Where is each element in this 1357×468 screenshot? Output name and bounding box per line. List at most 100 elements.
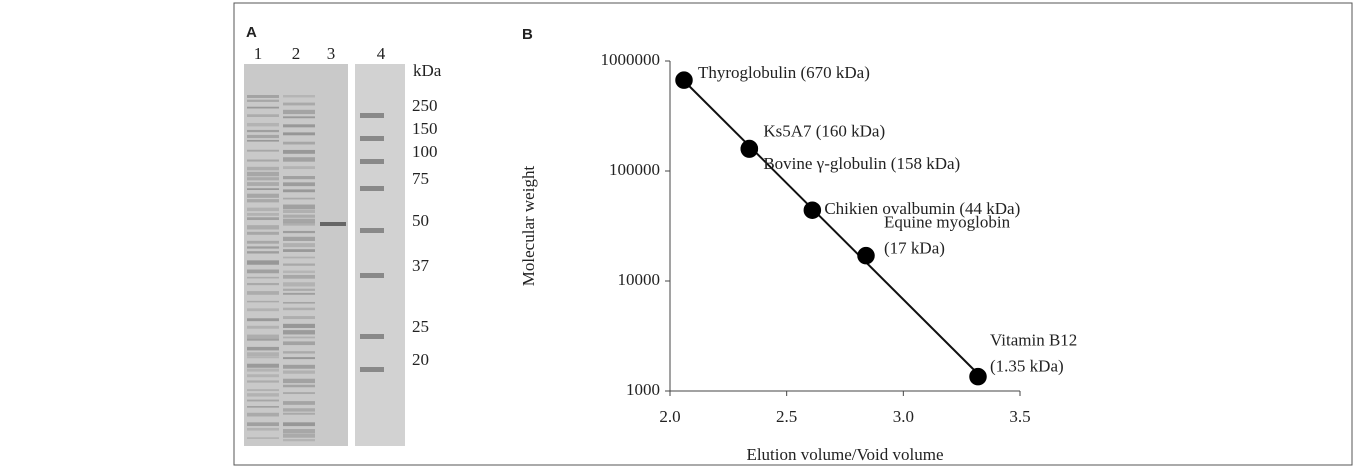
gel-band xyxy=(247,251,279,254)
gel-band xyxy=(247,177,279,181)
marker-band xyxy=(360,159,384,164)
gel-band xyxy=(247,207,279,212)
data-point xyxy=(857,246,875,265)
gel-band xyxy=(283,166,315,170)
gel-band xyxy=(283,243,315,248)
gel-band xyxy=(247,308,279,312)
gel-band xyxy=(247,318,279,322)
marker-band xyxy=(360,273,384,278)
gel-band xyxy=(247,346,279,351)
gel-band xyxy=(247,114,279,118)
gel-band xyxy=(283,230,315,234)
gel-band xyxy=(247,427,279,431)
gel-band xyxy=(247,363,279,368)
gel-band xyxy=(247,260,279,265)
marker-band xyxy=(360,367,384,372)
gel-band xyxy=(283,282,315,287)
gel-band xyxy=(283,270,315,274)
gel-band xyxy=(320,222,346,226)
gel-marker-lane xyxy=(355,64,405,446)
gel-band xyxy=(247,231,279,235)
gel-band xyxy=(283,323,315,328)
gel-band xyxy=(283,392,315,395)
y-axis-label: Molecular weight xyxy=(519,166,538,287)
y-tick-label: 1000000 xyxy=(601,50,661,69)
gel-band xyxy=(247,393,279,397)
gel-band xyxy=(283,124,315,128)
gel-band xyxy=(283,263,315,266)
gel-band xyxy=(247,422,279,427)
gel-band xyxy=(247,399,279,402)
gel-band xyxy=(247,276,279,279)
marker-label: 100 xyxy=(412,142,438,161)
y-tick-label: 1000 xyxy=(626,380,660,399)
marker-label: 20 xyxy=(412,350,429,369)
point-label: Chikien ovalbumin (44 kDa) xyxy=(824,199,1020,218)
gel-band xyxy=(283,132,315,136)
y-tick-label: 10000 xyxy=(618,270,661,289)
marker-band xyxy=(360,136,384,141)
gel-band xyxy=(247,412,279,417)
gel-band xyxy=(247,437,279,440)
gel-band xyxy=(283,336,315,339)
point-label: (17 kDa) xyxy=(884,239,945,258)
marker-label: 37 xyxy=(412,256,430,275)
gel-band xyxy=(283,292,315,295)
gel-band xyxy=(247,334,279,339)
gel-band xyxy=(247,134,279,139)
marker-band xyxy=(360,334,384,339)
gel-band xyxy=(247,380,279,383)
gel-band xyxy=(283,364,315,369)
gel-band xyxy=(283,422,315,427)
gel-band xyxy=(247,352,279,357)
gel-band xyxy=(247,300,279,303)
x-tick-label: 3.0 xyxy=(893,407,914,426)
lane-label: 2 xyxy=(292,44,301,63)
lane-label: 3 xyxy=(327,44,336,63)
data-point xyxy=(675,71,693,89)
gel-band xyxy=(283,307,315,311)
gel-band xyxy=(283,176,315,180)
gel-band xyxy=(283,274,315,279)
x-axis-label: Elution volume/Void volume xyxy=(746,445,943,464)
gel-band xyxy=(247,171,279,177)
gel-band xyxy=(247,389,279,392)
gel-band xyxy=(283,357,315,360)
gel-band xyxy=(247,166,279,171)
gel-unit: kDa xyxy=(413,61,442,80)
marker-band xyxy=(360,228,384,233)
gel-lanes xyxy=(244,64,348,446)
gel-band xyxy=(247,356,279,359)
gel-band xyxy=(247,217,279,221)
gel-band xyxy=(283,204,315,209)
gel-band xyxy=(247,269,279,274)
gel-band xyxy=(283,141,315,145)
gel-band xyxy=(247,212,279,216)
point-label: Thyroglobulin (670 kDa) xyxy=(698,63,870,82)
gel-band xyxy=(247,106,279,109)
figure-frame xyxy=(233,2,1353,466)
gel-band xyxy=(247,95,279,98)
gel-band xyxy=(283,249,315,252)
gel-band xyxy=(247,225,279,230)
gel-band xyxy=(247,193,279,198)
gel-band xyxy=(283,116,315,119)
gel-band xyxy=(283,341,315,346)
gel-band xyxy=(283,301,315,304)
gel-band xyxy=(283,236,315,241)
x-tick-label: 2.5 xyxy=(776,407,797,426)
gel-band xyxy=(247,325,279,329)
point-label: Bovine γ-globulin (158 kDa) xyxy=(763,154,960,173)
gel-band xyxy=(283,330,315,335)
gel-band xyxy=(247,368,279,372)
gel-band xyxy=(247,159,279,162)
x-tick-label: 2.0 xyxy=(659,407,680,426)
trendline xyxy=(683,80,979,375)
gel-band xyxy=(247,240,279,244)
gel-band xyxy=(247,139,279,142)
gel-band xyxy=(283,102,315,106)
gel-band xyxy=(247,182,279,186)
gel-band xyxy=(283,157,315,162)
point-label: Vitamin B12 xyxy=(990,331,1077,350)
